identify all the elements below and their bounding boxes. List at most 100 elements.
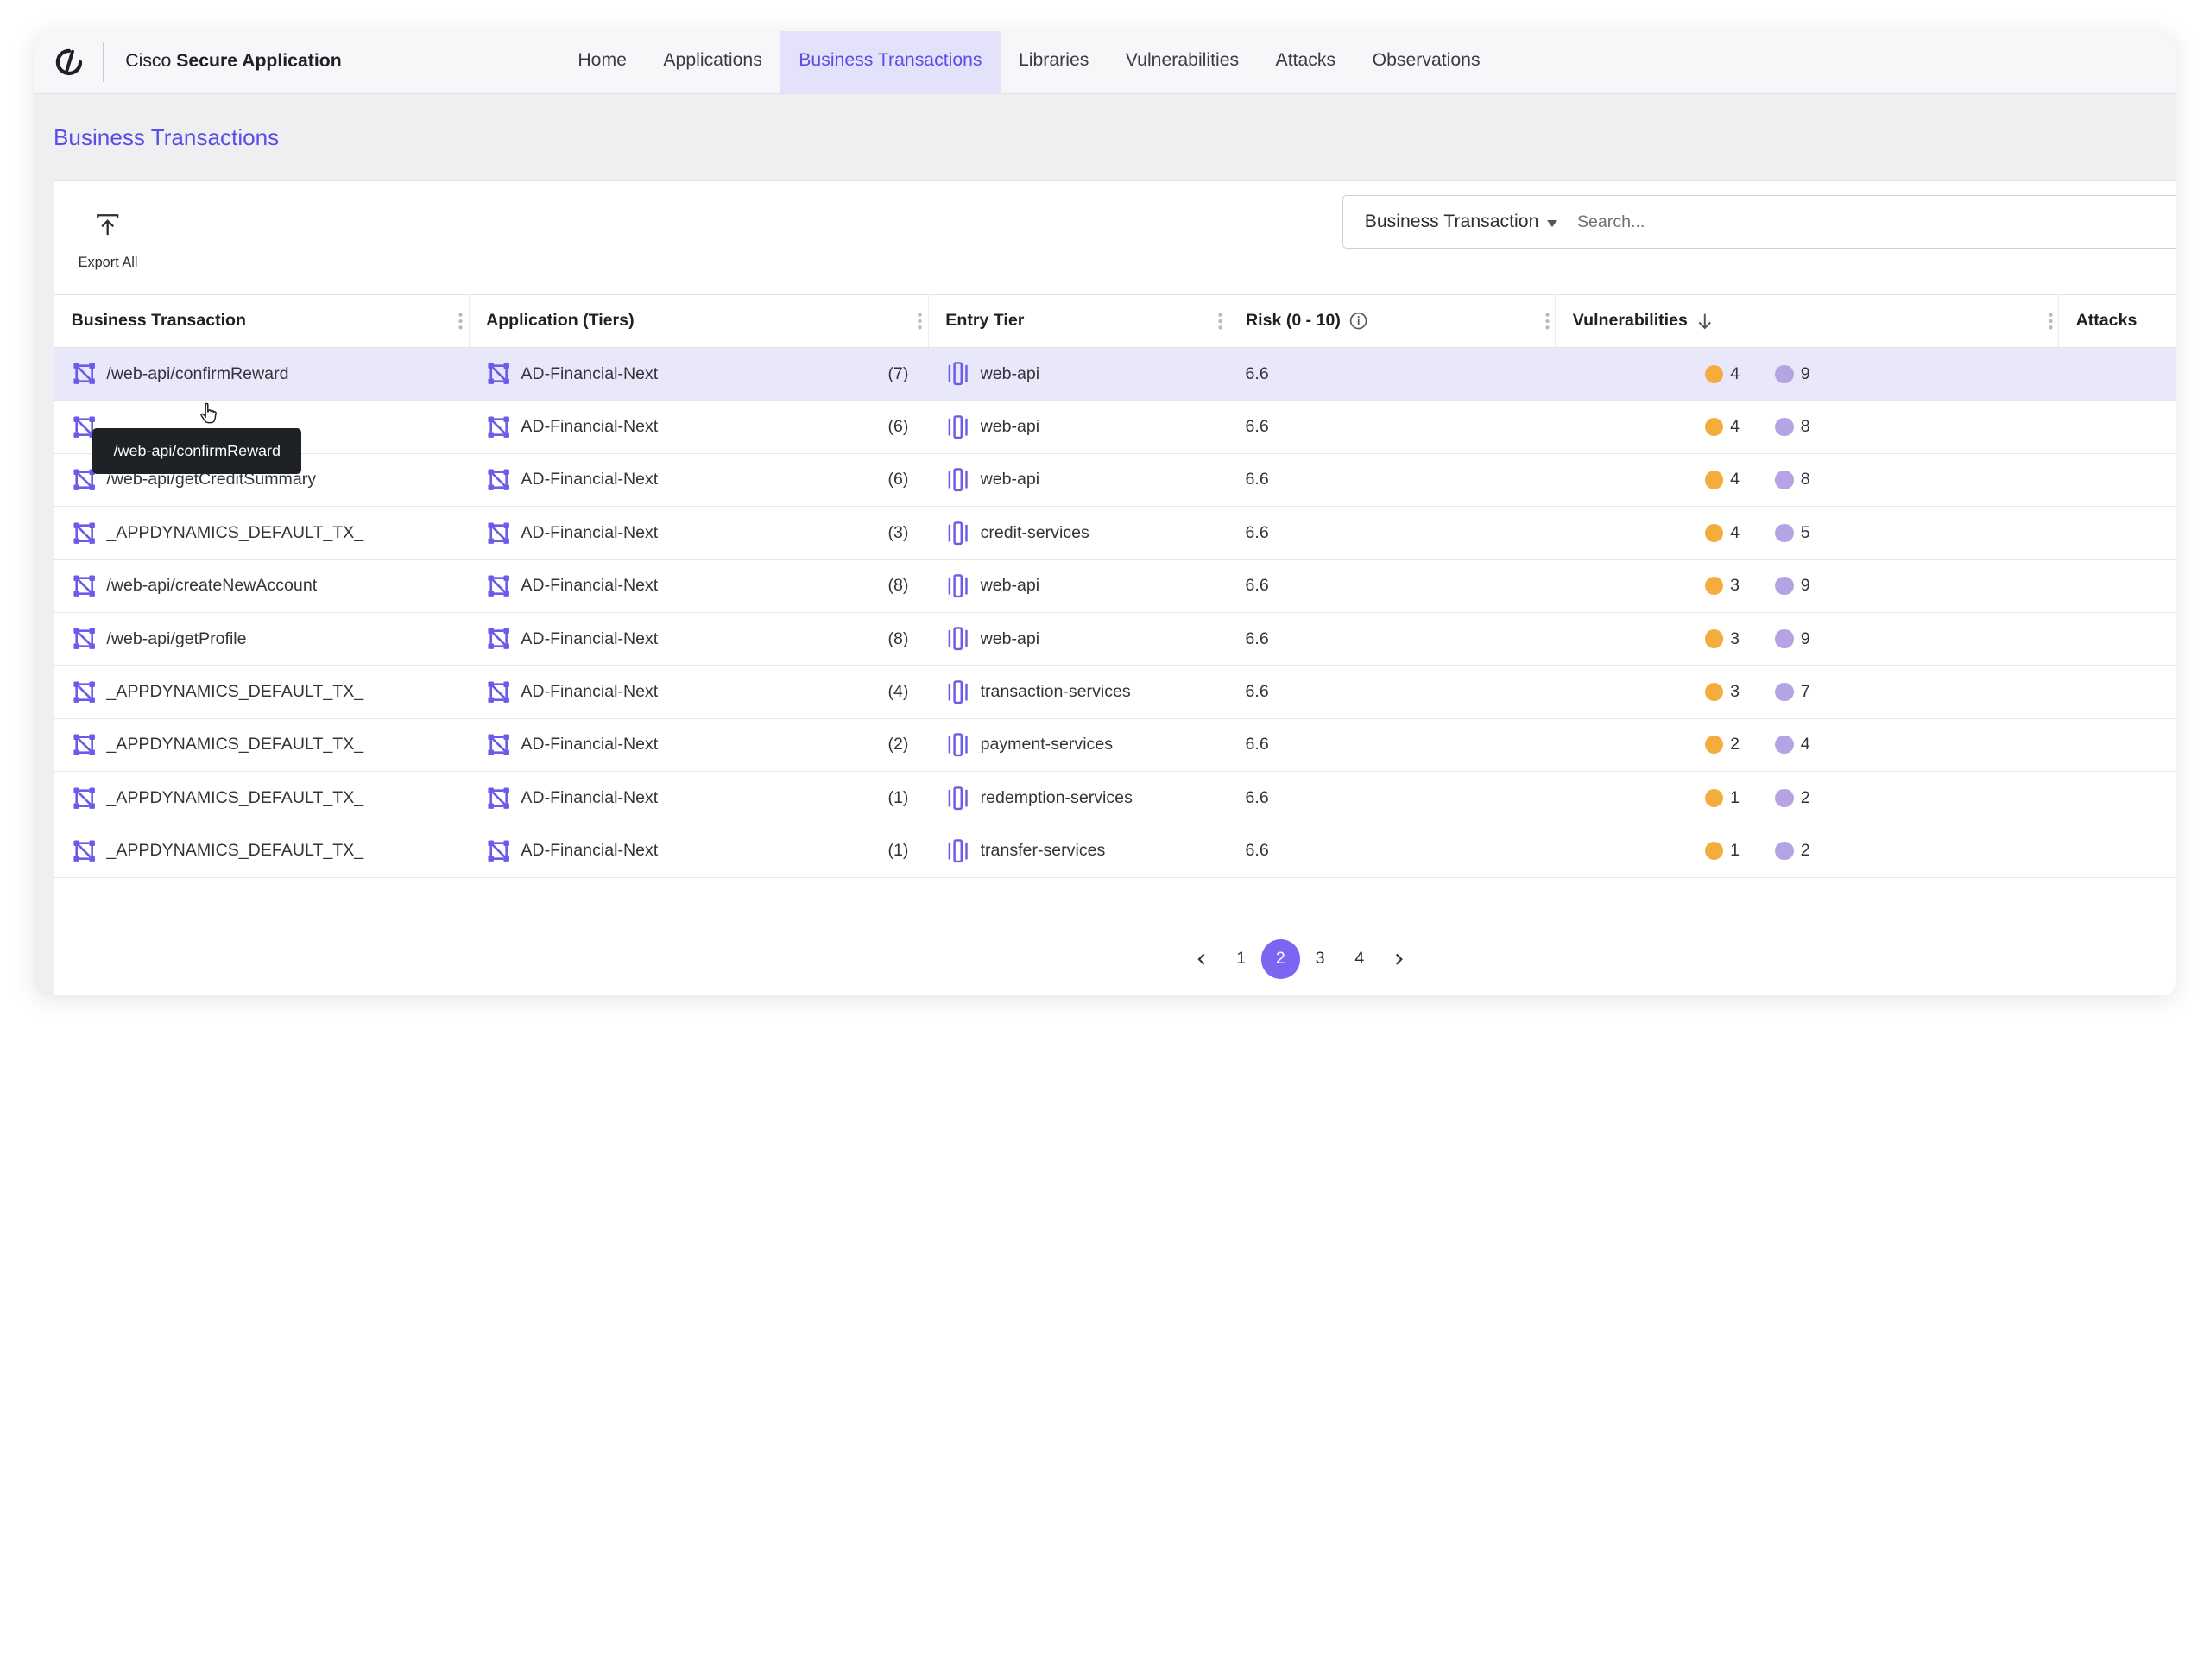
cell-application[interactable]: AD-Financial-Next (8) bbox=[469, 559, 929, 613]
application-name[interactable]: AD-Financial-Next bbox=[521, 787, 659, 807]
cell-entry-tier[interactable]: web-api bbox=[928, 400, 1228, 454]
tab-attacks[interactable]: Attacks bbox=[1275, 49, 1336, 70]
table-row[interactable]: /web-api/getProfile AD-Financial-Next (8) w… bbox=[54, 612, 2176, 666]
column-menu-icon[interactable] bbox=[1544, 312, 1550, 331]
column-menu-icon[interactable] bbox=[1218, 312, 1222, 331]
table-row[interactable]: AD-Financial-Next (6) web-api 6.6 4 8 bbox=[54, 400, 2176, 454]
cell-business-transaction[interactable]: _APPDYNAMICS_DEFAULT_TX_ bbox=[54, 771, 469, 825]
entry-tier-name[interactable]: redemption-services bbox=[980, 787, 1133, 807]
cell-entry-tier[interactable]: transaction-services bbox=[928, 665, 1228, 719]
entry-tier-name[interactable]: web-api bbox=[980, 628, 1040, 648]
cell-entry-tier[interactable]: web-api bbox=[928, 559, 1228, 613]
table-row[interactable]: /web-api/getCreditSummary AD-Financial-Ne… bbox=[54, 453, 2176, 508]
column-header-entry-tier[interactable]: Entry Tier bbox=[927, 294, 1228, 348]
cell-application[interactable]: AD-Financial-Next (4) bbox=[469, 665, 929, 719]
application-name[interactable]: AD-Financial-Next bbox=[521, 841, 659, 861]
cell-application[interactable]: AD-Financial-Next (1) bbox=[469, 824, 929, 878]
business-transaction-name[interactable]: /web-api/getProfile bbox=[106, 628, 247, 648]
table-row[interactable]: /web-api/confirmReward AD-Financial-Next (… bbox=[54, 347, 2176, 401]
business-transaction-name[interactable]: /web-api/getCreditSummary bbox=[106, 470, 317, 489]
page-button-3[interactable]: 3 bbox=[1315, 949, 1325, 969]
info-icon[interactable] bbox=[1349, 312, 1367, 330]
application-name[interactable]: AD-Financial-Next bbox=[521, 735, 659, 755]
application-name[interactable]: AD-Financial-Next bbox=[521, 576, 659, 596]
tab-business-transactions[interactable]: Business Transactions bbox=[780, 30, 1001, 93]
application-name[interactable]: AD-Financial-Next bbox=[521, 681, 659, 701]
cell-application[interactable]: AD-Financial-Next (7) bbox=[469, 347, 929, 401]
application-name[interactable]: AD-Financial-Next bbox=[521, 522, 659, 542]
cell-business-transaction[interactable]: /web-api/createNewAccount bbox=[54, 559, 469, 613]
export-all-button[interactable]: Export All bbox=[77, 212, 139, 273]
cell-application[interactable]: AD-Financial-Next (2) bbox=[469, 718, 929, 773]
next-page-button[interactable] bbox=[1380, 939, 1419, 979]
business-transaction-name[interactable]: _APPDYNAMICS_DEFAULT_TX_ bbox=[106, 787, 364, 807]
entry-tier-name[interactable]: transfer-services bbox=[980, 841, 1106, 861]
entry-tier-name[interactable]: transaction-services bbox=[980, 681, 1131, 701]
column-header-business-transaction[interactable]: Business Transaction bbox=[54, 294, 469, 348]
column-menu-icon[interactable] bbox=[2048, 312, 2053, 331]
cell-entry-tier[interactable]: transfer-services bbox=[928, 824, 1228, 878]
sort-down-arrow-icon[interactable] bbox=[1696, 313, 1714, 330]
cell-entry-tier[interactable]: payment-services bbox=[928, 718, 1228, 773]
table-row[interactable]: _APPDYNAMICS_DEFAULT_TX_ AD-Financial-Nex… bbox=[54, 718, 2176, 773]
column-menu-icon[interactable] bbox=[458, 312, 463, 331]
cell-application[interactable]: AD-Financial-Next (1) bbox=[469, 771, 929, 825]
entry-tier-name[interactable]: web-api bbox=[980, 417, 1040, 437]
entry-tier-name[interactable]: payment-services bbox=[980, 735, 1114, 755]
table-row[interactable]: _APPDYNAMICS_DEFAULT_TX_ AD-Financial-Nex… bbox=[54, 771, 2176, 825]
cell-application[interactable]: AD-Financial-Next (3) bbox=[469, 506, 929, 560]
column-header-risk[interactable]: Risk (0 - 10) bbox=[1228, 294, 1556, 348]
application-name[interactable]: AD-Financial-Next bbox=[521, 470, 659, 489]
tab-observations[interactable]: Observations bbox=[1372, 49, 1481, 70]
tab-home[interactable]: Home bbox=[578, 49, 627, 70]
table-row[interactable]: _APPDYNAMICS_DEFAULT_TX_ AD-Financial-Nex… bbox=[54, 824, 2176, 878]
entry-tier-name[interactable]: web-api bbox=[980, 470, 1040, 489]
cell-application[interactable]: AD-Financial-Next (6) bbox=[469, 453, 929, 508]
cell-entry-tier[interactable]: web-api bbox=[928, 347, 1228, 401]
table-row[interactable]: _APPDYNAMICS_DEFAULT_TX_ AD-Financial-Nex… bbox=[54, 665, 2176, 719]
column-header-application[interactable]: Application (Tiers) bbox=[468, 294, 929, 348]
cell-entry-tier[interactable]: web-api bbox=[928, 612, 1228, 666]
business-transaction-name[interactable]: _APPDYNAMICS_DEFAULT_TX_ bbox=[106, 522, 364, 542]
column-header-vulnerabilities[interactable]: Vulnerabilities bbox=[1555, 294, 2059, 348]
application-name[interactable]: AD-Financial-Next bbox=[521, 363, 659, 383]
business-transaction-name[interactable]: _APPDYNAMICS_DEFAULT_TX_ bbox=[106, 841, 364, 861]
business-transaction-name[interactable]: /web-api/createNewAccount bbox=[106, 576, 318, 596]
application-name[interactable]: AD-Financial-Next bbox=[521, 417, 659, 437]
business-transaction-name[interactable]: _APPDYNAMICS_DEFAULT_TX_ bbox=[106, 735, 364, 755]
tab-vulnerabilities[interactable]: Vulnerabilities bbox=[1125, 49, 1240, 70]
application-name[interactable]: AD-Financial-Next bbox=[521, 628, 659, 648]
page-button-1[interactable]: 1 bbox=[1236, 949, 1247, 969]
tab-applications[interactable]: Applications bbox=[663, 49, 762, 70]
cell-application[interactable]: AD-Financial-Next (8) bbox=[469, 612, 929, 666]
column-header-attacks[interactable]: Attacks bbox=[2058, 294, 2176, 348]
previous-page-button[interactable] bbox=[1182, 939, 1222, 979]
cell-business-transaction[interactable]: _APPDYNAMICS_DEFAULT_TX_ bbox=[54, 506, 469, 560]
tab-libraries[interactable]: Libraries bbox=[1018, 49, 1089, 70]
cell-entry-tier[interactable]: web-api bbox=[928, 453, 1228, 508]
entry-tier-name[interactable]: web-api bbox=[980, 576, 1040, 596]
search-filter-select[interactable]: Business Transaction bbox=[1343, 212, 1569, 232]
search-input[interactable] bbox=[1574, 211, 2144, 234]
page-button-2[interactable]: 2 bbox=[1260, 939, 1301, 979]
entry-tier-name[interactable]: credit-services bbox=[980, 522, 1089, 542]
cell-business-transaction[interactable]: /web-api/confirmReward bbox=[54, 347, 469, 401]
business-transaction-name[interactable]: _APPDYNAMICS_DEFAULT_TX_ bbox=[106, 681, 364, 701]
table-row[interactable]: _APPDYNAMICS_DEFAULT_TX_ AD-Financial-Nex… bbox=[54, 506, 2176, 560]
table-row[interactable]: /web-api/createNewAccount AD-Financial-Ne… bbox=[54, 559, 2176, 613]
cell-business-transaction[interactable]: _APPDYNAMICS_DEFAULT_TX_ bbox=[54, 665, 469, 719]
cisco-logo-icon[interactable] bbox=[54, 47, 85, 78]
cell-business-transaction[interactable]: /web-api/getProfile bbox=[54, 612, 469, 666]
cell-business-transaction[interactable]: _APPDYNAMICS_DEFAULT_TX_ bbox=[54, 824, 469, 878]
business-transaction-name[interactable]: /web-api/confirmReward bbox=[106, 363, 289, 383]
